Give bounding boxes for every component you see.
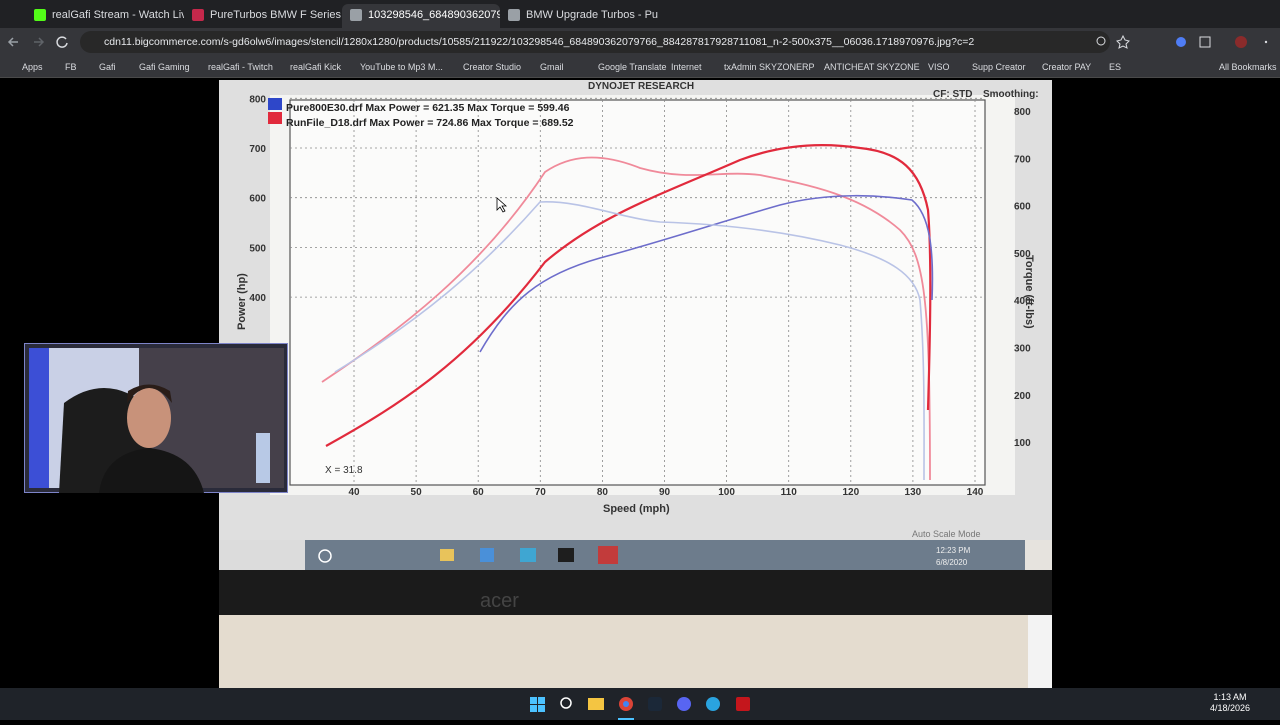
bookmark-folder[interactable]: All Bookmarks: [1219, 62, 1277, 72]
smoothing-label: Smoothing:: [983, 89, 1039, 100]
bookmark[interactable]: Gafi: [99, 62, 116, 72]
bookmark[interactable]: VISO: [928, 62, 950, 72]
bookmark[interactable]: Creator PAY: [1042, 62, 1092, 72]
tab-icon: [34, 9, 46, 21]
mouse-cursor: [496, 197, 508, 213]
right-tick-label: 200: [1014, 391, 1031, 402]
tab-title: PureTurbos BMW F Series B58: [210, 9, 342, 21]
bookmark[interactable]: Supp Creator: [972, 62, 1026, 72]
webcam-overlay: [24, 343, 288, 493]
right-axis-label: Torque (ft-lbs): [1023, 255, 1035, 329]
x-tick-label: 100: [718, 487, 735, 498]
cursor-readout: X = 31.8: [325, 465, 363, 476]
bookmark[interactable]: Internet: [671, 62, 702, 72]
cf-label: CF: STD: [933, 89, 972, 100]
left-tick-label: 700: [249, 144, 266, 155]
bookmark[interactable]: realGafi Kick: [290, 62, 342, 72]
right-tick-label: 400: [1014, 296, 1031, 307]
nav-buttons[interactable]: [0, 28, 80, 56]
x-axis-label: Speed (mph): [603, 503, 670, 515]
legend-entry: Pure800E30.drf Max Power = 621.35 Max To…: [286, 102, 570, 114]
monitor-brand: acer: [480, 590, 519, 612]
tab-title: realGafi Stream - Watch Live or: [52, 9, 184, 21]
left-tick-label: 600: [249, 194, 266, 205]
x-tick-label: 40: [348, 487, 360, 498]
tab[interactable]: 103298546_684890362079766: [342, 4, 500, 28]
taskbar-icons: [530, 697, 750, 720]
left-tick-label: 400: [249, 293, 266, 304]
torque-curve-1: [334, 201, 925, 481]
x-tick-label: 60: [473, 487, 485, 498]
bookmark[interactable]: FB: [65, 62, 77, 72]
x-tick-label: 90: [659, 487, 671, 498]
x-tick-label: 50: [411, 487, 423, 498]
tab-icon: [350, 9, 362, 21]
x-tick-label: 140: [967, 487, 984, 498]
auto-scale: Auto Scale Mode: [912, 529, 981, 539]
bookmark[interactable]: Google Translate: [598, 62, 667, 72]
bookmark[interactable]: YouTube to Mp3 M...: [360, 62, 443, 72]
tab[interactable]: BMW Upgrade Turbos - PureTu: [500, 4, 658, 28]
address-bar: cdn11.bigcommerce.com/s-gd6olw6/images/s…: [0, 28, 1280, 56]
left-tick-label: 800: [249, 94, 266, 105]
toolbar-icons: [1096, 34, 1268, 49]
dyno-photo: 40 50 60 70 80 90 100 110 120 130 140 400 500 600 700 8…: [219, 80, 1052, 688]
tab-title: BMW Upgrade Turbos - PureTu: [526, 9, 658, 21]
right-tick-label: 500: [1014, 249, 1031, 260]
right-tick-label: 300: [1014, 344, 1031, 355]
x-tick-label: 130: [905, 487, 922, 498]
tab[interactable]: realGafi Stream - Watch Live or: [26, 4, 184, 28]
left-tick-label: 500: [249, 243, 266, 254]
bookmark[interactable]: Apps: [22, 62, 43, 72]
legend-entry: RunFile_D18.drf Max Power = 724.86 Max T…: [286, 117, 574, 129]
right-tick-label: 100: [1014, 438, 1031, 449]
bookmark[interactable]: ANTICHEAT SKYZONE: [824, 62, 920, 72]
clock-time: 1:13 AM: [1213, 692, 1247, 702]
tab-bar: realGafi Stream - Watch Live or PureTurbo…: [0, 0, 1280, 28]
tab[interactable]: PureTurbos BMW F Series B58: [184, 4, 342, 28]
tab-title: 103298546_684890362079766: [368, 9, 500, 21]
bookmark[interactable]: txAdmin SKYZONERP: [724, 62, 815, 72]
torque-curve-2: [479, 194, 934, 353]
tab-icon: [192, 9, 204, 21]
url-field[interactable]: cdn11.bigcommerce.com/s-gd6olw6/images/s…: [80, 31, 1110, 53]
right-tick-label: 600: [1014, 202, 1031, 213]
right-tick-label: 700: [1014, 154, 1031, 165]
bookmark[interactable]: realGafi - Twitch: [208, 62, 273, 72]
x-tick-label: 120: [842, 487, 859, 498]
x-tick-label: 70: [535, 487, 547, 498]
bookmark[interactable]: ES: [1109, 62, 1122, 72]
right-tick-label: 800: [1014, 107, 1031, 118]
windows-taskbar: 1:13 AM 4/18/2026: [0, 688, 1280, 720]
bookmark[interactable]: Gmail: [540, 62, 564, 72]
screen-time: 12:23 PM: [936, 546, 971, 555]
tab-icon: [508, 9, 520, 21]
bookmark[interactable]: Creator Studio: [463, 62, 522, 72]
x-tick-label: 80: [597, 487, 609, 498]
screen-date: 6/8/2020: [936, 558, 968, 567]
chart-header: DYNOJET RESEARCH: [588, 81, 694, 92]
bookmark[interactable]: Gafi Gaming: [139, 62, 190, 72]
left-axis-label: Power (hp): [236, 273, 248, 330]
clock-date: 4/18/2026: [1209, 703, 1251, 713]
x-tick-label: 110: [781, 487, 798, 498]
bookmarks-bar: Apps FB Gafi Gafi Gaming realGafi - Twitch re…: [0, 56, 1280, 78]
